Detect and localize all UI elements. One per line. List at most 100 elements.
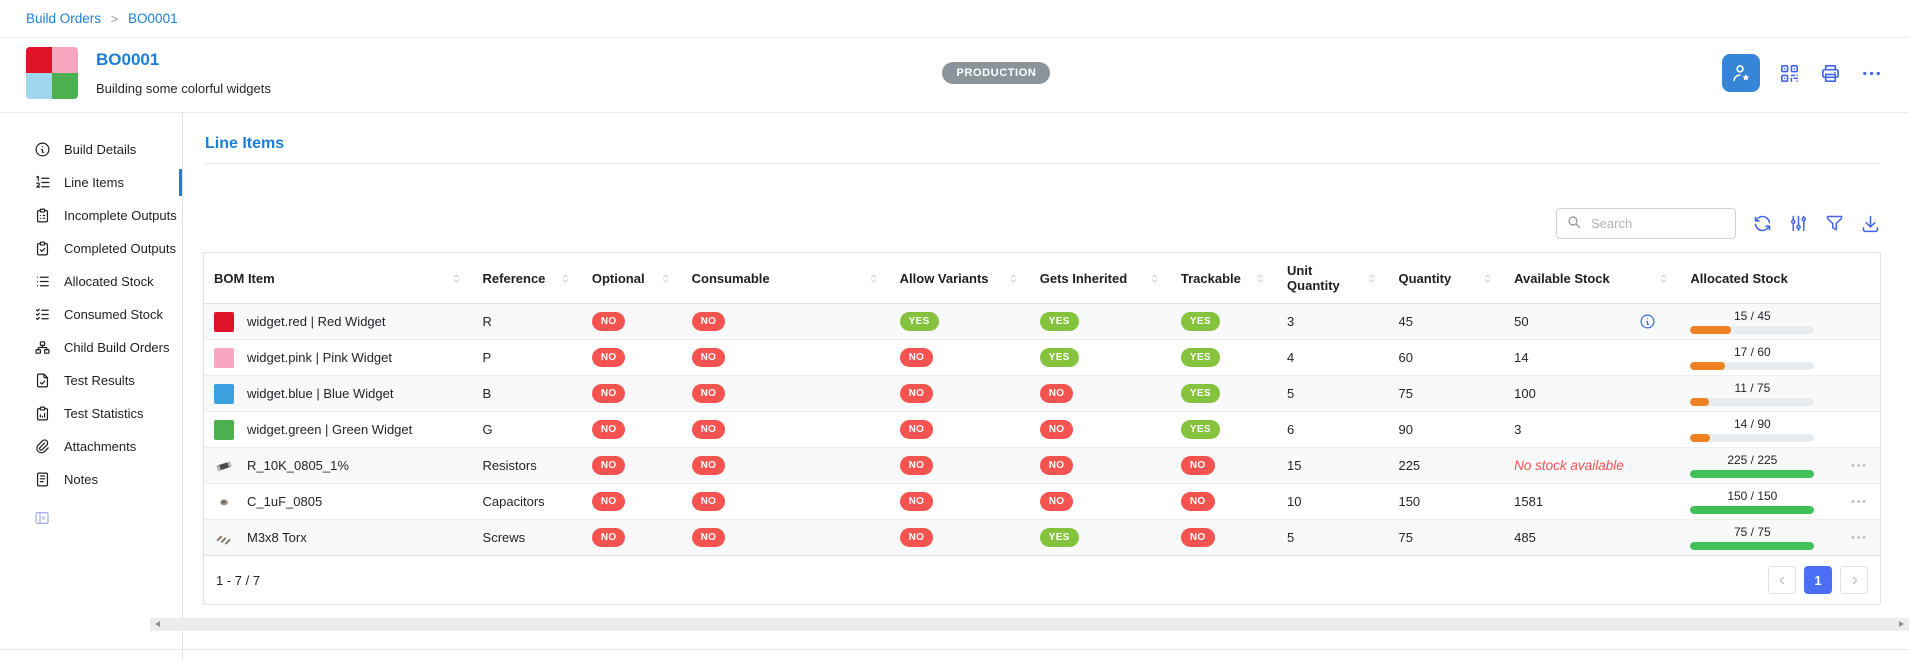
gets-inherited-cell: YES [1030,304,1171,340]
available-stock-cell: 14 [1504,340,1680,376]
search-input[interactable] [1589,215,1726,232]
allocation-label: 150 / 150 [1727,489,1778,503]
status-badge: PRODUCTION [942,62,1051,84]
sidebar-collapse-button[interactable] [33,510,51,529]
allow-variants-badge: NO [899,384,934,403]
scroll-right-arrow[interactable] [1899,621,1904,627]
bom-item-cell[interactable]: widget.red | Red Widget [204,304,473,340]
bom-item-cell[interactable]: R_10K_0805_1% [204,448,473,484]
available-stock-cell: 100 [1504,376,1680,412]
sidebar-item-completed-outputs[interactable]: Completed Outputs [0,232,182,265]
table-row: M3x8 Torx Screws NO NO NO YES NO 5 75 485 75 / 75 [204,519,1880,556]
scroll-left-arrow[interactable] [155,621,160,627]
stock-info-icon[interactable] [1639,313,1656,330]
sort-icon [1365,272,1378,285]
print-button[interactable] [1819,62,1842,85]
optional-badge: NO [591,456,626,475]
info-circle-icon [34,141,51,158]
column-header-bom-item[interactable]: BOM Item [204,253,473,304]
pagination-page-1[interactable]: 1 [1804,566,1832,594]
bom-item-name: widget.pink | Pink Widget [247,350,392,365]
sidebar-item-allocated-stock[interactable]: Allocated Stock [0,265,182,298]
available-stock-value: 3 [1514,422,1522,437]
pagination: 1 [1768,566,1868,594]
pagination-prev-button[interactable] [1768,566,1796,594]
column-header-gets-inherited[interactable]: Gets Inherited [1029,253,1171,304]
column-header-quantity[interactable]: Quantity [1388,253,1505,304]
allocation-progress: 11 / 75 [1690,381,1815,406]
allow-variants-cell: NO [890,340,1030,376]
bom-item-cell[interactable]: widget.green | Green Widget [204,412,473,448]
column-header-trackable[interactable]: Trackable [1170,253,1278,304]
optional-badge: NO [591,492,626,511]
sidebar-item-build-details[interactable]: Build Details [0,133,182,166]
table-row: widget.blue | Blue Widget B NO NO NO NO YES 5 75… [204,375,1880,412]
horizontal-scrollbar[interactable] [150,618,1909,631]
sidebar-item-attachments[interactable]: Attachments [0,430,182,463]
sidebar-item-test-statistics[interactable]: Test Statistics [0,397,182,430]
row-actions-menu[interactable] [1849,492,1868,511]
consumable-cell: NO [682,304,890,340]
download-icon [1860,213,1881,234]
column-header-allocated-stock: Allocated Stock [1680,253,1880,304]
unit-quantity-cell: 3 [1287,314,1295,329]
allow-variants-cell: NO [890,412,1030,448]
column-header-consumable[interactable]: Consumable [681,253,890,304]
sidebar-item-line-items[interactable]: Line Items [0,166,182,199]
column-label: Reference [482,270,546,286]
allocation-label: 15 / 45 [1733,309,1771,323]
adjustments-icon [1788,213,1809,234]
part-thumbnail [214,456,234,476]
reference-cell: R [482,314,492,329]
qr-code-button[interactable] [1778,62,1801,85]
column-header-available-stock[interactable]: Available Stock [1504,253,1681,304]
column-header-allow-variants[interactable]: Allow Variants [889,253,1030,304]
consumable-cell: NO [682,412,890,448]
consumable-badge: NO [691,528,726,547]
consumable-cell: NO [682,520,890,556]
row-actions-menu[interactable] [1849,528,1868,547]
column-label: Available Stock [1514,270,1610,286]
sidebar-item-consumed-stock[interactable]: Consumed Stock [0,298,182,331]
quantity-cell: 150 [1398,494,1421,509]
admin-user-button[interactable] [1722,54,1761,92]
column-header-unit-quantity[interactable]: Unit Quantity [1277,253,1389,304]
refresh-icon [1752,213,1773,234]
allocation-label: 14 / 90 [1733,417,1771,431]
quantity-cell: 75 [1398,530,1413,545]
breadcrumb-link-bo0001[interactable]: BO0001 [128,11,178,26]
sidebar-item-notes[interactable]: Notes [0,463,182,496]
bom-item-cell[interactable]: widget.blue | Blue Widget [204,376,473,412]
more-actions-button[interactable] [1860,62,1883,85]
bom-item-cell[interactable]: widget.pink | Pink Widget [204,340,473,376]
sidebar-item-child-build-orders[interactable]: Child Build Orders [0,331,182,364]
unit-quantity-cell: 15 [1287,458,1302,473]
filter-button[interactable] [1824,213,1845,234]
thumbnail-square [26,47,52,73]
thumbnail-square [52,73,78,99]
reference-cell: Resistors [482,458,537,473]
allow-variants-cell: NO [890,484,1030,520]
consumable-badge: NO [691,420,726,439]
optional-badge: NO [591,312,626,331]
row-actions-menu[interactable] [1849,456,1868,475]
unit-quantity-cell: 10 [1287,494,1302,509]
table-body: widget.red | Red Widget R NO NO YES YES YES 3 45… [204,303,1880,556]
breadcrumb-link-build-orders[interactable]: Build Orders [26,11,102,26]
column-header-reference[interactable]: Reference [472,253,582,304]
line-items-table: BOM Item Reference Optional Consumable Allow… [204,253,1880,555]
column-header-optional[interactable]: Optional [581,253,682,304]
pagination-next-button[interactable] [1840,566,1868,594]
allocation-progress: 150 / 150 [1690,489,1815,514]
sort-icon [450,272,463,285]
quantity-cell: 60 [1398,350,1413,365]
sidebar-item-test-results[interactable]: Test Results [0,364,182,397]
thumbnail-square [26,73,52,99]
bom-item-cell[interactable]: M3x8 Torx [204,520,473,556]
sidebar-item-incomplete-outputs[interactable]: Incomplete Outputs [0,199,182,232]
allocation-label: 225 / 225 [1727,453,1778,467]
bom-item-cell[interactable]: C_1uF_0805 [204,484,473,520]
refresh-button[interactable] [1752,213,1773,234]
download-button[interactable] [1860,213,1881,234]
adjust-columns-button[interactable] [1788,213,1809,234]
